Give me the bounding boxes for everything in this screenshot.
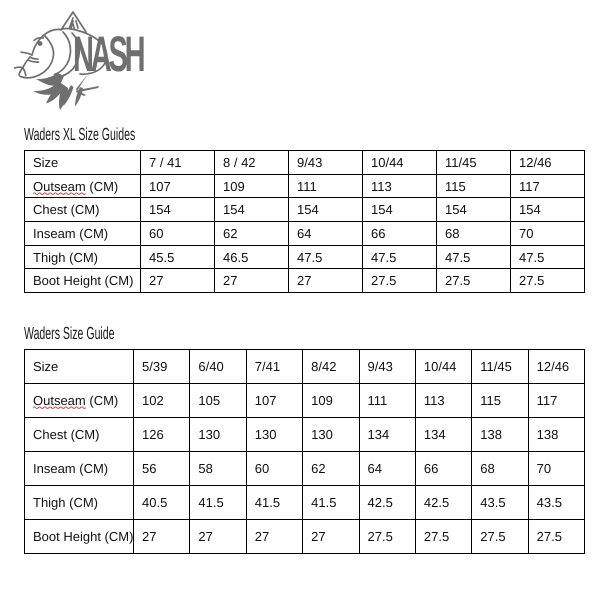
svg-text:NASH: NASH <box>73 26 144 82</box>
